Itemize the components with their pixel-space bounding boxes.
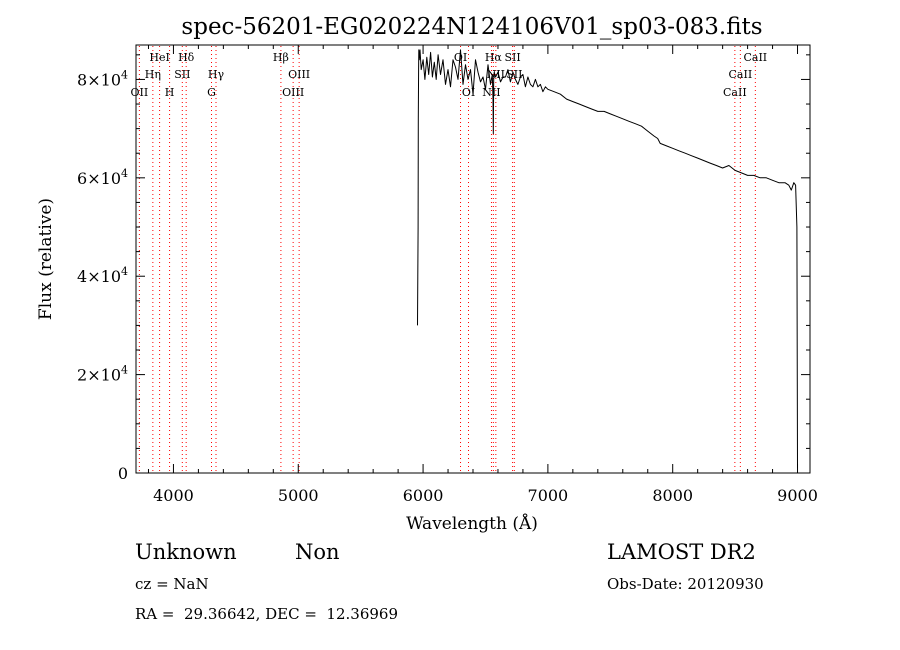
spectral-line-label: Hη	[145, 68, 161, 81]
spectral-line-label: Hβ	[273, 51, 289, 64]
spectral-line-label: OI	[454, 51, 467, 64]
spectrum-series	[417, 49, 798, 469]
y-tick-label: 0	[118, 464, 128, 483]
spectral-line-label: Hδ	[178, 51, 195, 64]
object-subclass: Non	[295, 540, 340, 564]
spectral-line-label: HeI	[149, 51, 169, 64]
spectral-line-label: OIII	[282, 86, 304, 99]
x-tick-label: 5000	[278, 486, 319, 505]
plot-frame	[135, 44, 811, 474]
redshift-cz: cz = NaN	[135, 575, 209, 593]
spectral-line-label: OIII	[288, 68, 310, 81]
spectral-line-label: Hα	[485, 51, 503, 64]
obs-date: Obs-Date: 20120930	[607, 575, 764, 593]
coordinates: RA = 29.36642, DEC = 12.36969	[135, 605, 399, 623]
spectral-line-label: CaII	[743, 51, 767, 64]
x-tick-label: 4000	[153, 486, 194, 505]
spectral-line-label: SII	[506, 68, 522, 81]
spectral-line-label: G	[207, 86, 216, 99]
spectral-line-label: CaII	[723, 86, 747, 99]
spectral-line-label: NII	[487, 68, 505, 81]
chart-title: spec-56201-EG020224N124106V01_sp03-083.f…	[181, 14, 762, 40]
x-tick-label: 9000	[777, 486, 818, 505]
y-tick-label: 6×104	[77, 167, 128, 188]
spectral-line-label: SII	[174, 68, 190, 81]
x-axis-label: Wavelength (Å)	[406, 513, 538, 534]
x-axis: 4000 5000 6000 7000 8000 9000	[147, 45, 818, 505]
spectral-line-label: CaII	[729, 68, 753, 81]
x-tick-label: 7000	[528, 486, 569, 505]
spectral-lines	[138, 46, 756, 472]
spectral-line-label: Hγ	[208, 68, 225, 81]
y-tick-label: 2×104	[77, 364, 128, 385]
spectrum-line-0	[417, 49, 798, 469]
x-tick-label: 8000	[652, 486, 693, 505]
spectral-line-label: OI	[462, 86, 475, 99]
y-tick-label: 4×104	[77, 265, 128, 286]
spectral-line-label: NII	[482, 86, 500, 99]
object-class: Unknown	[135, 540, 237, 564]
survey-name: LAMOST DR2	[607, 540, 756, 564]
spectral-line-label: H	[165, 86, 175, 99]
spectral-line-label: OII	[131, 86, 149, 99]
spectral-line-label: SII	[504, 51, 520, 64]
x-tick-label: 6000	[403, 486, 444, 505]
y-axis: 0 2×104 4×104 6×104 8×104	[77, 54, 810, 483]
y-tick-label: 8×104	[77, 68, 128, 89]
y-axis-label: Flux (relative)	[36, 198, 56, 320]
